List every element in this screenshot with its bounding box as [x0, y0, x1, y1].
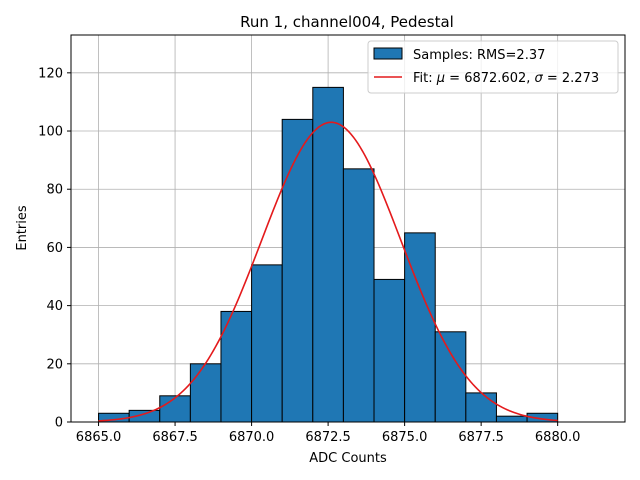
chart-title: Run 1, channel004, Pedestal	[240, 13, 454, 31]
legend-box	[367, 40, 619, 94]
histogram-bar	[342, 168, 375, 423]
y-tick-label: 100	[38, 125, 63, 140]
histogram-bar	[434, 331, 467, 423]
y-tick-label: 80	[46, 183, 63, 198]
y-axis-ticks: 0 20 40 60 80 100 120	[38, 66, 71, 431]
x-tick-label: 6870.0	[229, 430, 275, 445]
y-tick-label: 60	[46, 241, 63, 256]
x-tick-label: 6867.5	[152, 430, 198, 445]
histogram-bar	[251, 264, 283, 423]
legend-fit-label: Fit: μ = 6872.602, σ = 2.273	[413, 71, 599, 86]
x-tick-label: 6865.0	[76, 430, 122, 445]
x-tick-label: 6875.0	[382, 430, 428, 445]
y-tick-label: 120	[38, 66, 63, 81]
legend-samples-swatch	[373, 47, 403, 60]
y-tick-label: 20	[46, 357, 63, 372]
legend-samples-label: Samples: RMS=2.37	[413, 48, 545, 63]
histogram-bar	[312, 86, 344, 423]
histogram-bar	[373, 278, 406, 423]
x-axis-ticks: 6865.0 6867.5 6870.0 6872.5 6875.0 6877.5 6880…	[76, 422, 581, 445]
y-axis-label: Entries	[15, 205, 30, 251]
histogram-bar	[465, 392, 497, 423]
x-tick-label: 6877.5	[458, 430, 504, 445]
histogram-bar	[495, 415, 528, 423]
histogram-bar	[189, 363, 222, 423]
fit-curve	[98, 121, 558, 422]
x-tick-label: 6880.0	[535, 430, 581, 445]
histogram-bar	[281, 118, 314, 423]
y-tick-label: 0	[55, 416, 63, 431]
y-tick-label: 40	[46, 299, 63, 314]
histogram-bars	[98, 86, 559, 423]
histogram-bar	[159, 395, 191, 423]
x-tick-label: 6872.5	[305, 430, 351, 445]
legend: Samples: RMS=2.37 Fit: μ = 6872.602, σ =…	[367, 40, 619, 94]
fit-curve-group	[98, 121, 558, 422]
plot-frame	[70, 34, 626, 423]
x-axis-label: ADC Counts	[309, 451, 387, 466]
